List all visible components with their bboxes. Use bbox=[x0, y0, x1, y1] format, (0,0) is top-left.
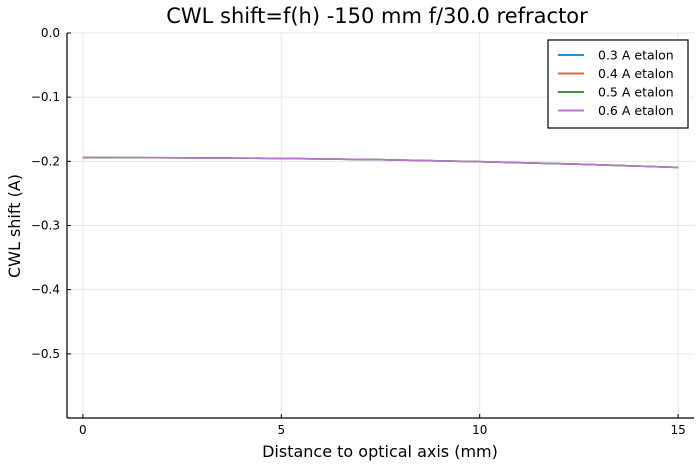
chart-title: CWL shift=f(h) -150 mm f/30.0 refractor bbox=[166, 4, 588, 28]
series-layer bbox=[82, 156, 679, 169]
legend-label: 0.5 A etalon bbox=[598, 85, 674, 100]
axes bbox=[66, 32, 694, 419]
y-tick-label: −0.4 bbox=[31, 283, 60, 297]
x-tick-label: 0 bbox=[79, 423, 87, 437]
y-tick-label: −0.2 bbox=[31, 154, 60, 168]
grid bbox=[67, 32, 694, 418]
tick-labels: 0 5 10 15 0.0 −0.1 −0.2 −0.3 −0.4 −0.5 bbox=[31, 26, 686, 437]
x-tick-label: 15 bbox=[670, 423, 685, 437]
series-line-4 bbox=[82, 156, 679, 169]
legend-label: 0.6 A etalon bbox=[598, 103, 674, 118]
legend-label: 0.3 A etalon bbox=[598, 48, 674, 63]
x-axis-label: Distance to optical axis (mm) bbox=[262, 442, 498, 461]
legend-label: 0.4 A etalon bbox=[598, 66, 674, 81]
legend: 0.3 A etalon 0.4 A etalon 0.5 A etalon 0.6 … bbox=[547, 39, 689, 129]
y-tick-label: −0.1 bbox=[31, 90, 60, 104]
y-axis-label: CWL shift (A) bbox=[5, 174, 24, 278]
x-tick-label: 10 bbox=[472, 423, 487, 437]
y-tick-label: −0.3 bbox=[31, 219, 60, 233]
x-tick-label: 5 bbox=[277, 423, 285, 437]
y-tick-label: 0.0 bbox=[41, 26, 60, 40]
y-tick-label: −0.5 bbox=[31, 347, 60, 361]
